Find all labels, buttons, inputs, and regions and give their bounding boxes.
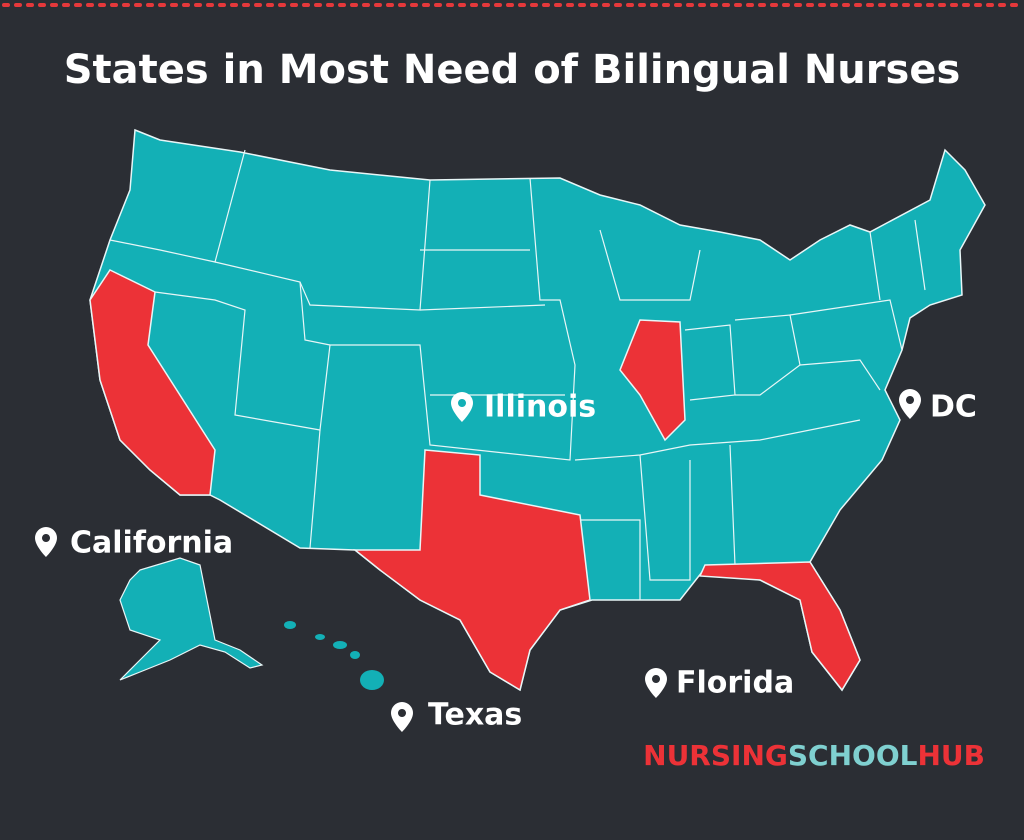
title: States in Most Need of Bilingual Nurses (64, 47, 961, 93)
brand-logo: NURSINGSCHOOLHUB (643, 739, 985, 772)
state-label: Florida (676, 666, 794, 701)
texas (352, 449, 591, 692)
brand-part: SCHOOL (788, 739, 918, 772)
pin-icon (645, 668, 667, 698)
state-label: Texas (428, 698, 522, 733)
california (89, 269, 216, 496)
illinois (619, 319, 686, 442)
pins (35, 389, 921, 732)
us-map (89, 128, 986, 692)
state-label: DC (930, 390, 977, 425)
hawaii (284, 621, 384, 690)
pin-icon (391, 702, 413, 732)
brand-part: HUB (917, 739, 985, 772)
state-borders (109, 149, 926, 600)
alaska (119, 557, 264, 681)
brand-part: NURSING (643, 739, 788, 772)
pin-icon (899, 389, 921, 419)
state-label: California (70, 526, 233, 561)
pin-icon (35, 527, 57, 557)
state-label: Illinois (484, 390, 596, 425)
florida (698, 561, 861, 692)
pin-icon (451, 392, 473, 422)
